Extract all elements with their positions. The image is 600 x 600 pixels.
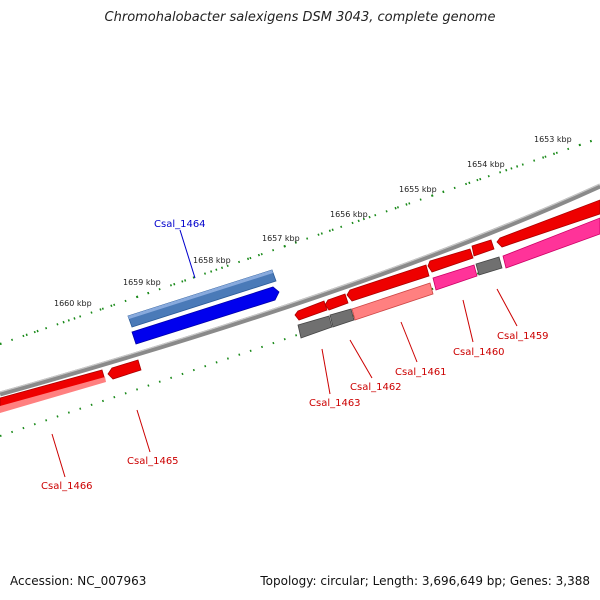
- genome-summary-text: Topology: circular; Length: 3,696,649 bp…: [260, 574, 590, 588]
- reverse-genes-right: [297, 217, 600, 339]
- label-csal-1462[interactable]: Csal_1462: [350, 382, 402, 393]
- forward-genes-right: [294, 199, 600, 321]
- backbone-line: [0, 183, 600, 397]
- outer-ruler: [0, 136, 600, 346]
- gene-csal-1460-shape[interactable]: [432, 264, 478, 291]
- gene-csal-1466-lower: [0, 377, 106, 413]
- gene-fwd-5[interactable]: [324, 293, 349, 311]
- accession-text: Accession: NC_007963: [10, 574, 147, 588]
- callout-csal-1460: [462, 299, 474, 343]
- callout-csal-1462: [349, 339, 373, 379]
- callout-csal-1464: [179, 229, 196, 279]
- outer-ruler-major-ticks: [0, 136, 600, 346]
- label-csal-1464[interactable]: Csal_1464: [154, 219, 206, 230]
- callout-csal-1459: [496, 288, 518, 327]
- gene-csal-1464[interactable]: [127, 269, 280, 345]
- gene-csal-1462-shape[interactable]: [329, 308, 355, 328]
- gene-csal-1464-highlight: [128, 270, 273, 319]
- label-csal-1460[interactable]: Csal_1460: [453, 347, 505, 358]
- genes-left: [0, 359, 142, 413]
- gene-csal-1465-shape[interactable]: [107, 359, 142, 380]
- gene-fwd-3[interactable]: [427, 248, 474, 273]
- ruler-label-1654: 1654 kbp: [467, 160, 505, 169]
- label-csal-1461[interactable]: Csal_1461: [395, 367, 447, 378]
- gene-csal-1459-shape[interactable]: [502, 217, 600, 269]
- ruler-label-1658: 1658 kbp: [193, 256, 231, 265]
- ruler-label-1655: 1655 kbp: [399, 185, 437, 194]
- gene-csal-1464-arrow: [131, 286, 280, 345]
- gene-fwd-2[interactable]: [471, 239, 495, 257]
- backbone-highlight: [0, 183, 600, 393]
- gene-csal-1461-shape[interactable]: [351, 282, 434, 321]
- callout-csal-1465: [136, 409, 151, 453]
- label-csal-1466[interactable]: Csal_1466: [41, 481, 93, 492]
- map-title: Chromohalobacter salexigens DSM 3043, co…: [104, 10, 496, 25]
- ruler-label-1659: 1659 kbp: [123, 278, 161, 287]
- outer-ruler-dots: [0, 137, 600, 345]
- ruler-label-1656: 1656 kbp: [330, 210, 368, 219]
- gene-csal-1463-shape[interactable]: [297, 315, 333, 339]
- callout-csal-1461: [400, 321, 418, 363]
- callout-csal-1466: [51, 433, 66, 478]
- gene-fwd-6[interactable]: [294, 300, 328, 321]
- label-csal-1463[interactable]: Csal_1463: [309, 398, 361, 409]
- ruler-label-1660: 1660 kbp: [54, 299, 92, 308]
- gene-fwd-1[interactable]: [496, 199, 600, 248]
- label-csal-1465[interactable]: Csal_1465: [127, 456, 179, 467]
- callout-lines: [51, 229, 518, 478]
- callout-csal-1463: [321, 348, 331, 395]
- gene-fwd-4[interactable]: [346, 264, 430, 302]
- genome-backbone: [0, 183, 600, 397]
- label-csal-1459[interactable]: Csal_1459: [497, 331, 549, 342]
- ruler-label-1653: 1653 kbp: [534, 135, 572, 144]
- ruler-label-1657: 1657 kbp: [262, 234, 300, 243]
- gene-gray-1[interactable]: [475, 256, 503, 276]
